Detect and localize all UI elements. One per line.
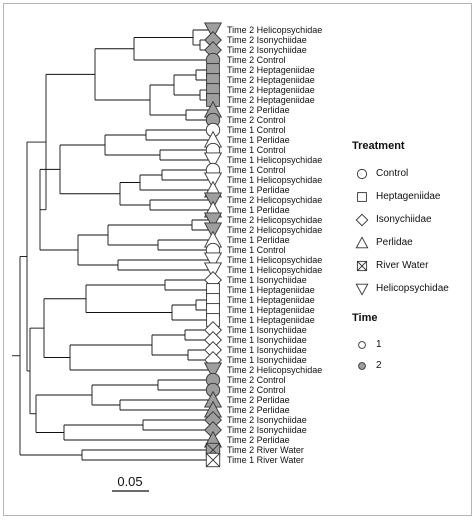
tip-marker-triangle-down (203, 172, 223, 190)
tip-label: Time 2 Control (227, 55, 286, 65)
circle-icon (358, 361, 366, 370)
legend-label: Heptageniidae (376, 191, 441, 202)
scale-bar: 0.05 (112, 474, 149, 492)
tip-label: Time 2 Isonychiidae (227, 425, 307, 435)
legend: Treatment Control Heptageniidae Isonychiid… (352, 140, 470, 376)
tip-marker-triangle-down (203, 192, 223, 210)
tip-label: Time 2 River Water (227, 445, 304, 455)
tip-label: Time 2 Perlidae (227, 105, 290, 115)
legend-shape-triangle-up (355, 235, 369, 248)
diamond-icon (355, 213, 369, 226)
legend-shape-river-water (356, 260, 368, 271)
tip-label: Time 1 Perlidae (227, 205, 290, 215)
legend-time-title: Time (352, 312, 378, 324)
legend-label: 1 (376, 339, 382, 350)
figure-frame (3, 3, 472, 516)
legend-shape-square (357, 191, 367, 202)
legend-item-river-water: River Water (352, 254, 470, 277)
tip-label: Time 2 Perlidae (227, 405, 290, 415)
tip-marker-river-water (205, 452, 221, 468)
circle-icon (356, 168, 368, 179)
tip-label: Time 1 Control (227, 165, 286, 175)
tip-label: Time 2 Isonychiidae (227, 415, 307, 425)
river-water-icon (356, 260, 368, 271)
legend-item-diamond: Isonychiidae (352, 208, 470, 231)
tip-label: Time 2 Perlidae (227, 395, 290, 405)
tip-label: Time 1 Heptageniidae (227, 295, 315, 305)
tip-label: Time 2 Heptageniidae (227, 95, 315, 105)
tip-label: Time 1 Perlidae (227, 185, 290, 195)
tip-label: Time 1 Helicopsychidae (227, 175, 322, 185)
tip-label: Time 2 Helicopsychidae (227, 25, 322, 35)
tip-label: Time 2 Isonychiidae (227, 45, 307, 55)
tip-label: Time 1 Perlidae (227, 135, 290, 145)
tip-marker-triangle-down (203, 362, 223, 380)
tip-label: Time 1 Isonychiidae (227, 275, 307, 285)
legend-time-2: 2 (352, 355, 470, 376)
tip-label: Time 1 Isonychiidae (227, 325, 307, 335)
tip-label: Time 1 River Water (227, 455, 304, 465)
legend-label: River Water (376, 260, 429, 271)
tip-marker-triangle-down (203, 152, 223, 170)
tip-label: Time 1 Control (227, 125, 286, 135)
tip-label: Time 1 Helicopsychidae (227, 255, 322, 265)
tip-marker-triangle-down (203, 212, 223, 230)
legend-label: Perlidae (376, 237, 413, 248)
tip-label: Time 2 Control (227, 385, 286, 395)
legend-item-triangle-up: Perlidae (352, 231, 470, 254)
tip-label: Time 2 Heptageniidae (227, 75, 315, 85)
tip-label: Time 2 Control (227, 115, 286, 125)
legend-label: Isonychiidae (376, 214, 432, 225)
legend-shape-triangle-down (355, 283, 369, 296)
tip-label: Time 2 Heptageniidae (227, 65, 315, 75)
tip-label: Time 2 Helicopsychidae (227, 365, 322, 375)
dendrogram-branches (12, 29, 213, 461)
tip-label: Time 1 Helicopsychidae (227, 155, 322, 165)
tip-label: Time 1 Heptageniidae (227, 305, 315, 315)
legend-label: Helicopsychidae (376, 283, 449, 294)
tip-label: Time 2 Helicopsychidae (227, 195, 322, 205)
legend-time-1: 1 (352, 334, 470, 355)
tip-marker-triangle-down (203, 22, 223, 40)
tip-label: Time 1 Control (227, 245, 286, 255)
tip-label: Time 1 Isonychiidae (227, 355, 307, 365)
circle-icon (358, 340, 366, 349)
scale-bar-label: 0.05 (117, 474, 142, 489)
tip-label: Time 1 Isonychiidae (227, 335, 307, 345)
tip-marker-triangle-down (203, 262, 223, 280)
legend-item-square: Heptageniidae (352, 185, 470, 208)
tip-label: Time 2 Perlidae (227, 435, 290, 445)
triangle-up-icon (355, 235, 369, 248)
tip-label: Time 2 Control (227, 375, 286, 385)
square-icon (357, 191, 367, 202)
legend-label: 2 (376, 360, 382, 371)
tip-label: Time 2 Helicopsychidae (227, 215, 322, 225)
tip-label: Time 2 Helicopsychidae (227, 225, 322, 235)
tip-label: Time 1 Control (227, 145, 286, 155)
tip-label: Time 1 Heptageniidae (227, 285, 315, 295)
legend-item-triangle-down: Helicopsychidae (352, 277, 470, 300)
legend-shape-diamond (355, 213, 369, 226)
legend-treatment-title: Treatment (352, 140, 405, 152)
tip-label: Time 1 Heptageniidae (227, 315, 315, 325)
tip-marker-triangle-down (203, 252, 223, 270)
tip-label: Time 1 Helicopsychidae (227, 265, 322, 275)
triangle-down-icon (355, 283, 369, 296)
legend-treatment-list: Control Heptageniidae Isonychiidae Perlidae… (352, 162, 470, 300)
legend-shape-circle (356, 168, 368, 179)
tip-label: Time 1 Isonychiidae (227, 345, 307, 355)
tip-label: Time 2 Isonychiidae (227, 35, 307, 45)
legend-label: Control (376, 168, 409, 179)
tip-label: Time 1 Perlidae (227, 235, 290, 245)
tip-marker-triangle-down (203, 222, 223, 240)
tip-label: Time 2 Heptageniidae (227, 85, 315, 95)
legend-item-circle: Control (352, 162, 470, 185)
